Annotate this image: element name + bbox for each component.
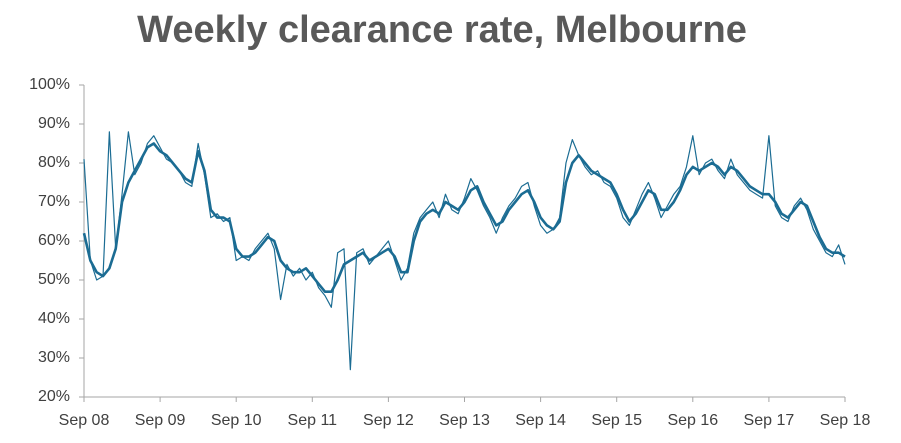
y-tick-label: 40% <box>38 310 70 327</box>
y-tick-label: 30% <box>38 349 70 366</box>
y-tick-label: 100% <box>29 76 70 93</box>
x-tick-label: Sep 12 <box>363 412 414 429</box>
x-tick-label: Sep 15 <box>591 412 642 429</box>
y-tick-label: 20% <box>38 388 70 405</box>
x-tick-label: Sep 18 <box>820 412 871 429</box>
x-tick-label: Sep 17 <box>744 412 795 429</box>
x-tick-label: Sep 13 <box>439 412 490 429</box>
y-tick-label: 80% <box>38 154 70 171</box>
chart-title: Weekly clearance rate, Melbourne <box>137 9 747 51</box>
series-line <box>83 131 846 371</box>
x-tick-label: Sep 11 <box>288 412 338 429</box>
y-tick-label: 60% <box>38 232 70 249</box>
y-tick-label: 90% <box>38 115 70 132</box>
x-tick-label: Sep 10 <box>211 412 262 429</box>
y-tick-label: 70% <box>38 193 70 210</box>
x-tick-label: Sep 09 <box>135 412 186 429</box>
x-tick-label: Sep 16 <box>667 412 718 429</box>
series-line <box>82 142 846 293</box>
x-tick-label: Sep 14 <box>515 412 566 429</box>
x-tick-label: Sep 08 <box>59 412 110 429</box>
y-tick-label: 50% <box>38 271 70 288</box>
